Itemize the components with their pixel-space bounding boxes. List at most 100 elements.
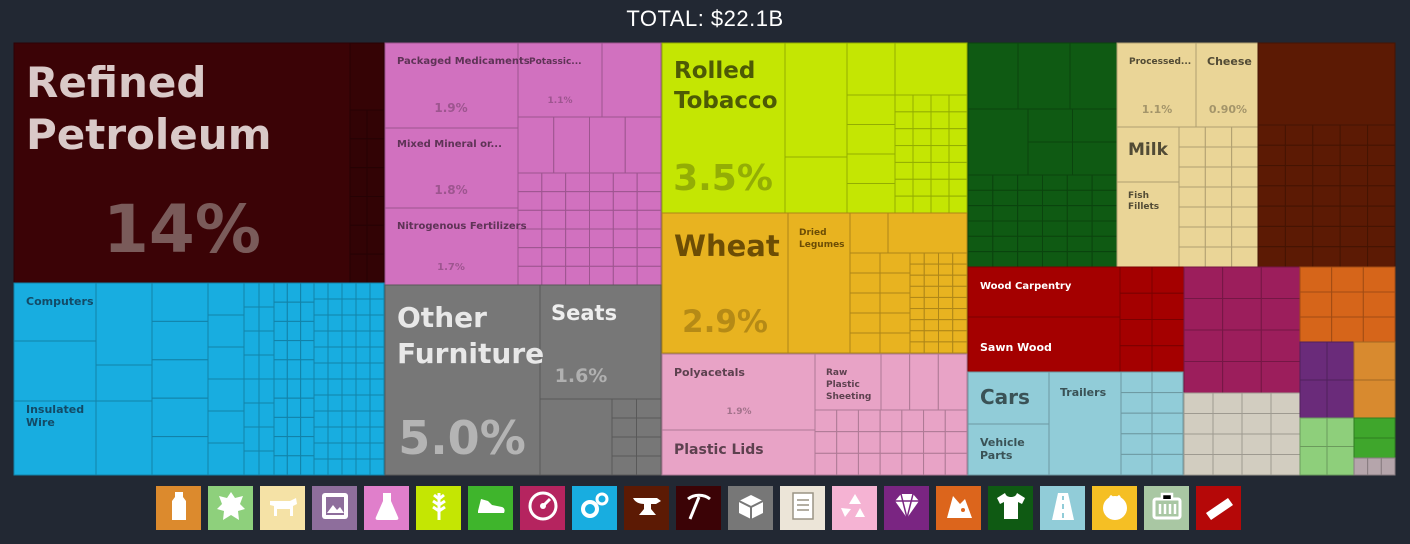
legend-shirt-button[interactable] xyxy=(988,486,1033,530)
treemap-sub-cell xyxy=(286,340,302,361)
treemap-sub-cell xyxy=(1362,266,1396,293)
treemap-sub-cell xyxy=(273,301,288,322)
legend-stone-button[interactable] xyxy=(936,486,981,530)
treemap-sub-cell xyxy=(909,341,925,354)
treemap-sub-cell xyxy=(938,252,954,265)
treemap-sub-cell xyxy=(1091,189,1118,207)
treemap-sub-cell xyxy=(636,398,662,419)
treemap-sub-cell xyxy=(1183,392,1214,414)
cell-insulated-wire-top xyxy=(13,340,97,402)
cell-vehicle-parts xyxy=(967,423,1050,476)
treemap-sub-cell xyxy=(565,209,591,230)
treemap-sub-cell xyxy=(879,272,911,294)
treemap-sub-cell xyxy=(341,426,357,444)
treemap-sub-cell xyxy=(1042,174,1068,191)
treemap-sub-cell xyxy=(258,282,275,308)
treemap-sub-cell xyxy=(565,247,591,267)
treemap-sub-cell xyxy=(300,397,315,418)
legend-scroll-button[interactable] xyxy=(780,486,825,530)
legend-animal-hide-button[interactable] xyxy=(208,486,253,530)
treemap-sub-cell xyxy=(541,265,567,286)
label-computers: Computers xyxy=(26,295,94,308)
label-potassic: Potassic... xyxy=(529,57,582,67)
legend-recycle-button[interactable] xyxy=(832,486,877,530)
legend-road-button[interactable] xyxy=(1040,486,1085,530)
treemap-sub-cell xyxy=(349,109,368,140)
legend-boxes-button[interactable] xyxy=(728,486,773,530)
treemap-sub-cell xyxy=(894,195,914,214)
treemap-sub-cell xyxy=(273,340,288,361)
treemap-sub-cell xyxy=(517,265,543,286)
treemap-sub-cell xyxy=(612,191,638,211)
treemap-sub-cell xyxy=(909,274,925,287)
treemap-sub-cell xyxy=(327,458,343,476)
treemap-sub-cell xyxy=(894,161,914,180)
treemap-sub-cell xyxy=(349,167,368,198)
treemap-sub-cell xyxy=(541,228,567,249)
treemap-sub-cell xyxy=(1367,246,1396,268)
treemap-sub-cell xyxy=(857,409,881,433)
cell-trailers xyxy=(1048,371,1122,476)
treemap-sub-cell xyxy=(1353,379,1396,419)
treemap-sub-cell xyxy=(1178,146,1206,168)
treemap-sub-cell xyxy=(355,442,371,460)
treemap-sub-cell xyxy=(286,378,302,399)
treemap-sub-cell xyxy=(1257,225,1286,248)
treemap-sub-cell xyxy=(846,94,896,125)
treemap-sub-cell xyxy=(1072,108,1118,143)
legend-wood-plank-button[interactable] xyxy=(1196,486,1241,530)
legend-anvil-button[interactable] xyxy=(624,486,669,530)
treemap-sub-cell xyxy=(1204,226,1233,248)
legend-tomato-button[interactable] xyxy=(1092,486,1137,530)
legend-gauge-button[interactable] xyxy=(520,486,565,530)
cell-polyacetals xyxy=(661,353,816,431)
legend-bottle-button[interactable] xyxy=(156,486,201,530)
treemap-sub-cell xyxy=(1353,341,1396,381)
treemap-sub-cell xyxy=(369,314,385,332)
treemap-sub-cell xyxy=(1183,361,1224,394)
treemap-sub-cell xyxy=(992,220,1019,237)
legend-wheat-button[interactable] xyxy=(416,486,461,530)
legend-pickaxe-button[interactable] xyxy=(676,486,721,530)
treemap-sub-cell xyxy=(923,319,939,332)
treemap-sub-cell xyxy=(369,394,385,412)
treemap-sub-cell xyxy=(814,452,838,476)
cell-rolled-tobacco xyxy=(661,42,786,214)
legend-flask-button[interactable] xyxy=(364,486,409,530)
treemap-sub-cell xyxy=(207,410,245,444)
sector-legend xyxy=(156,486,1241,530)
treemap-sub-cell xyxy=(1204,186,1233,208)
legend-diamond-button[interactable] xyxy=(884,486,929,530)
legend-picture-frame-button[interactable] xyxy=(312,486,357,530)
treemap-sub-cell xyxy=(369,362,385,380)
treemap-sub-cell xyxy=(879,332,911,354)
legend-tool-case-button[interactable] xyxy=(1144,486,1189,530)
treemap-sub-cell xyxy=(1042,235,1068,253)
treemap-sub-cell xyxy=(1066,251,1093,268)
treemap-sub-cell xyxy=(1270,454,1301,476)
treemap-cell xyxy=(849,212,889,254)
treemap-sub-cell xyxy=(952,330,968,343)
treemap-sub-cell xyxy=(849,332,881,354)
treemap-sub-cell xyxy=(636,209,662,230)
treemap-sub-cell xyxy=(313,362,329,380)
treemap-sub-cell xyxy=(243,450,260,476)
treemap-sub-cell xyxy=(1151,433,1184,455)
treemap-sub-cell xyxy=(923,341,939,354)
treemap-sub-cell xyxy=(1299,316,1333,343)
treemap-sub-cell xyxy=(1231,146,1259,168)
legend-cow-button[interactable] xyxy=(260,486,305,530)
treemap-sub-cell xyxy=(909,353,939,411)
treemap-sub-cell xyxy=(1231,246,1259,268)
legend-gears-button[interactable] xyxy=(572,486,617,530)
label-insulated-wire: Wire xyxy=(26,416,55,429)
treemap-sub-cell xyxy=(327,314,343,332)
treemap-sub-cell xyxy=(355,330,371,348)
treemap-sub-cell xyxy=(952,341,968,354)
treemap-sub-cell xyxy=(1312,144,1341,167)
treemap-sub-cell xyxy=(1241,392,1272,414)
treemap-sub-cell xyxy=(636,417,662,438)
treemap-sub-cell xyxy=(341,362,357,380)
treemap-sub-cell xyxy=(1212,433,1243,455)
legend-shoe-button[interactable] xyxy=(468,486,513,530)
